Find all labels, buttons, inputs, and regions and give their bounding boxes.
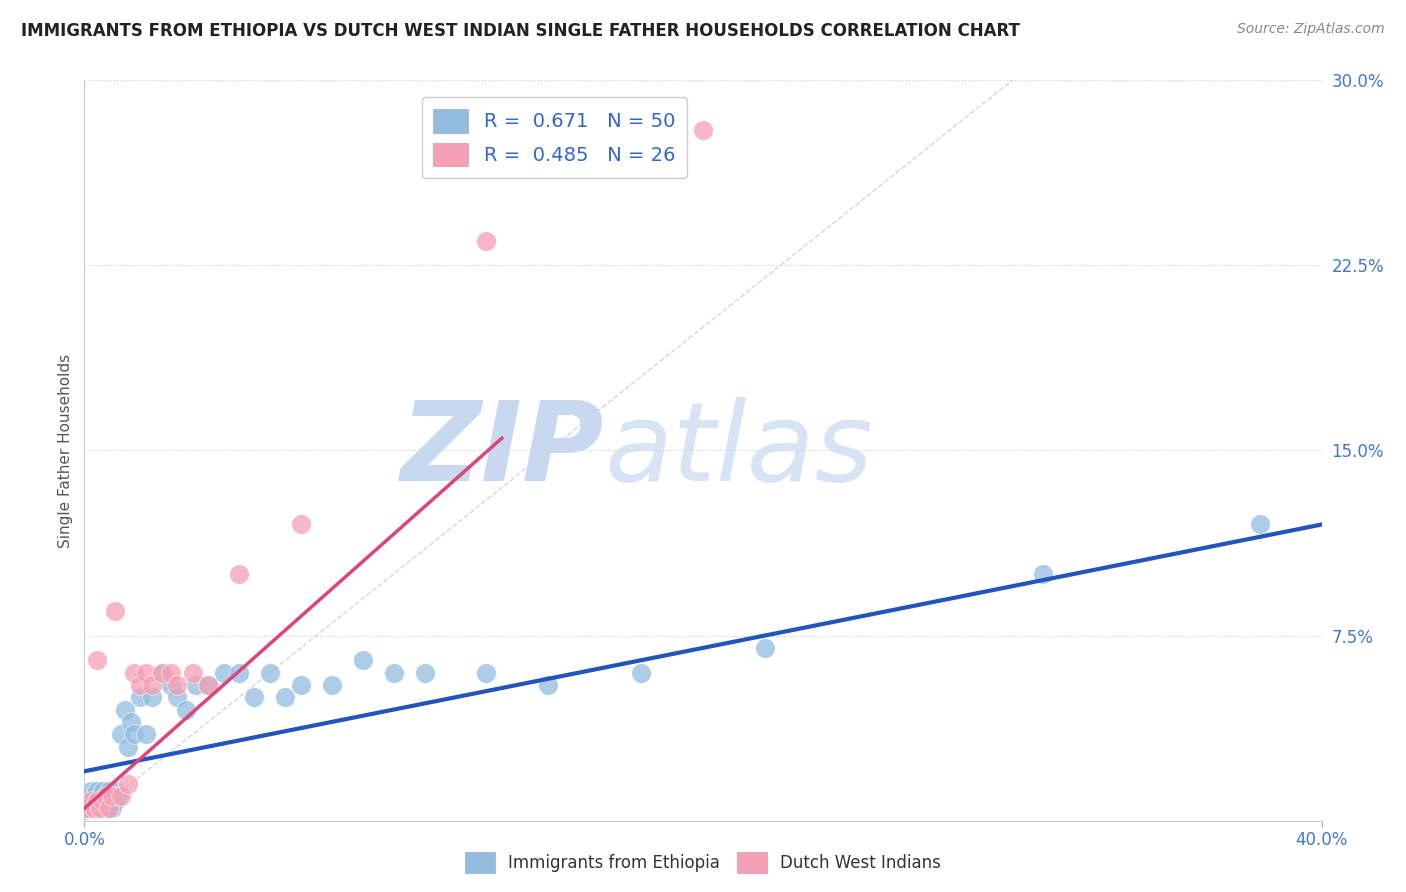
Point	[86, 784, 108, 798]
Text: Source: ZipAtlas.com: Source: ZipAtlas.com	[1237, 22, 1385, 37]
Point	[94, 801, 117, 815]
Point	[120, 714, 142, 729]
Point	[290, 517, 312, 532]
Point	[141, 678, 163, 692]
Point	[135, 727, 157, 741]
Point	[141, 690, 163, 705]
Point	[79, 794, 101, 808]
Point	[86, 653, 108, 667]
Point	[117, 776, 139, 791]
Point	[243, 690, 266, 705]
Point	[110, 789, 132, 803]
Point	[110, 727, 132, 741]
Point	[89, 801, 111, 815]
Point	[150, 665, 173, 680]
Point	[129, 690, 152, 705]
Point	[104, 784, 127, 798]
Point	[197, 678, 219, 692]
Point	[94, 789, 117, 803]
Point	[160, 665, 183, 680]
Y-axis label: Single Father Households: Single Father Households	[58, 353, 73, 548]
Point	[184, 678, 207, 692]
Point	[228, 665, 250, 680]
Point	[114, 703, 136, 717]
Point	[107, 789, 129, 803]
Point	[122, 665, 145, 680]
Point	[537, 678, 560, 692]
Point	[79, 794, 101, 808]
Point	[135, 665, 157, 680]
Text: atlas: atlas	[605, 397, 873, 504]
Point	[76, 801, 98, 815]
Point	[101, 789, 124, 803]
Point	[86, 794, 108, 808]
Point	[79, 784, 101, 798]
Point	[352, 653, 374, 667]
Point	[104, 794, 127, 808]
Point	[475, 234, 498, 248]
Point	[212, 665, 235, 680]
Point	[274, 690, 297, 705]
Point	[91, 794, 114, 808]
Point	[176, 703, 198, 717]
Point	[83, 801, 105, 815]
Point	[101, 801, 124, 815]
Point	[630, 665, 652, 680]
Point	[83, 798, 105, 813]
Point	[1032, 566, 1054, 581]
Point	[89, 801, 111, 815]
Point	[98, 794, 121, 808]
Point	[413, 665, 436, 680]
Point	[181, 665, 204, 680]
Point	[91, 784, 114, 798]
Point	[76, 801, 98, 815]
Point	[83, 789, 105, 803]
Point	[101, 789, 124, 803]
Point	[94, 789, 117, 803]
Point	[259, 665, 281, 680]
Point	[122, 727, 145, 741]
Point	[197, 678, 219, 692]
Point	[104, 604, 127, 618]
Point	[150, 665, 173, 680]
Legend: Immigrants from Ethiopia, Dutch West Indians: Immigrants from Ethiopia, Dutch West Ind…	[458, 846, 948, 880]
Point	[166, 690, 188, 705]
Point	[475, 665, 498, 680]
Point	[160, 678, 183, 692]
Text: IMMIGRANTS FROM ETHIOPIA VS DUTCH WEST INDIAN SINGLE FATHER HOUSEHOLDS CORRELATI: IMMIGRANTS FROM ETHIOPIA VS DUTCH WEST I…	[21, 22, 1019, 40]
Point	[692, 122, 714, 136]
Point	[98, 784, 121, 798]
Point	[228, 566, 250, 581]
Point	[89, 789, 111, 803]
Point	[91, 794, 114, 808]
Text: ZIP: ZIP	[401, 397, 605, 504]
Point	[86, 794, 108, 808]
Point	[382, 665, 405, 680]
Point	[117, 739, 139, 754]
Point	[290, 678, 312, 692]
Point	[321, 678, 343, 692]
Legend: R =  0.671   N = 50, R =  0.485   N = 26: R = 0.671 N = 50, R = 0.485 N = 26	[422, 97, 688, 178]
Point	[1249, 517, 1271, 532]
Point	[166, 678, 188, 692]
Point	[129, 678, 152, 692]
Point	[754, 640, 776, 655]
Point	[98, 801, 121, 815]
